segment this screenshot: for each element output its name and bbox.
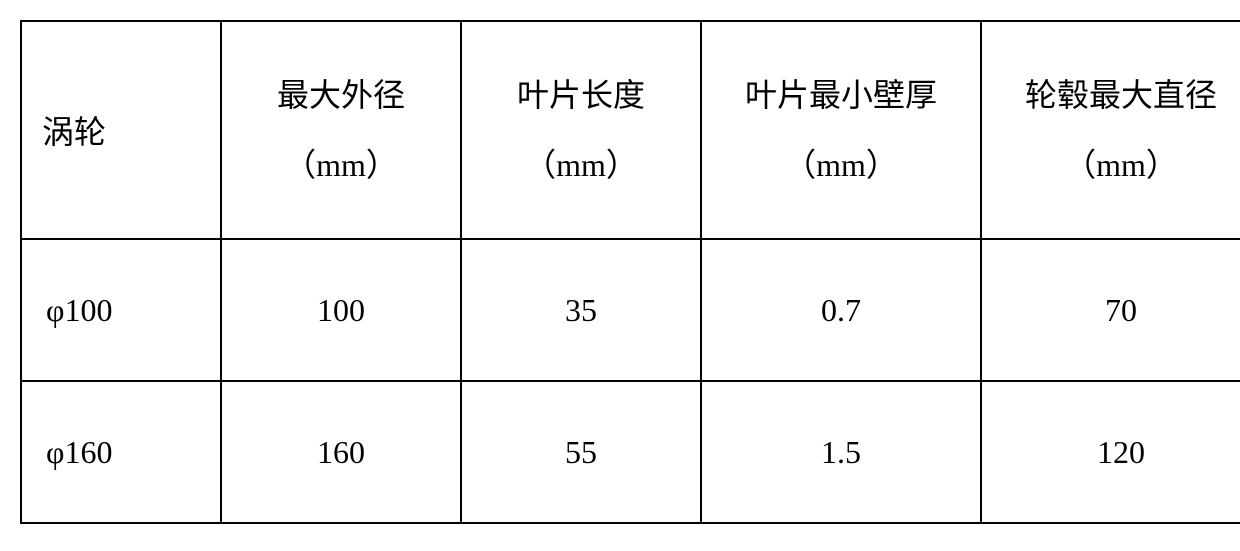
turbine-spec-table: 涡轮 最大外径 （mm） 叶片长度 （mm） 叶片最小壁厚 （mm） 轮毂最大直…: [20, 20, 1240, 524]
cell-blade-length: 35: [461, 239, 701, 381]
cell-hub-max-diameter: 120: [981, 381, 1240, 523]
cell-blade-min-thickness: 1.5: [701, 381, 981, 523]
phi-value: 100: [64, 292, 112, 328]
header-label-line1: 最大外径: [222, 60, 460, 130]
cell-blade-length: 55: [461, 381, 701, 523]
header-label-line2: （mm）: [462, 130, 700, 200]
header-cell-hub-max-diameter: 轮毂最大直径 （mm）: [981, 21, 1240, 239]
cell-turbine-label: φ100: [21, 239, 221, 381]
cell-max-od: 100: [221, 239, 461, 381]
header-cell-turbine: 涡轮: [21, 21, 221, 239]
header-label-line1: 轮毂最大直径: [982, 60, 1240, 130]
phi-symbol: φ: [46, 292, 64, 328]
phi-value: 160: [64, 434, 112, 470]
cell-blade-min-thickness: 0.7: [701, 239, 981, 381]
header-cell-blade-length: 叶片长度 （mm）: [461, 21, 701, 239]
header-label-line1: 叶片最小壁厚: [702, 60, 980, 130]
header-label-line2: （mm）: [702, 130, 980, 200]
cell-hub-max-diameter: 70: [981, 239, 1240, 381]
phi-symbol: φ: [46, 434, 64, 470]
header-cell-max-od: 最大外径 （mm）: [221, 21, 461, 239]
header-label-line2: （mm）: [222, 130, 460, 200]
header-label-line2: （mm）: [982, 130, 1240, 200]
header-cell-blade-min-thickness: 叶片最小壁厚 （mm）: [701, 21, 981, 239]
header-label: 涡轮: [42, 107, 220, 153]
header-label-line1: 叶片长度: [462, 60, 700, 130]
cell-turbine-label: φ160: [21, 381, 221, 523]
cell-max-od: 160: [221, 381, 461, 523]
table-row: φ100 100 35 0.7 70: [21, 239, 1240, 381]
table-row: φ160 160 55 1.5 120: [21, 381, 1240, 523]
table-header-row: 涡轮 最大外径 （mm） 叶片长度 （mm） 叶片最小壁厚 （mm） 轮毂最大直…: [21, 21, 1240, 239]
